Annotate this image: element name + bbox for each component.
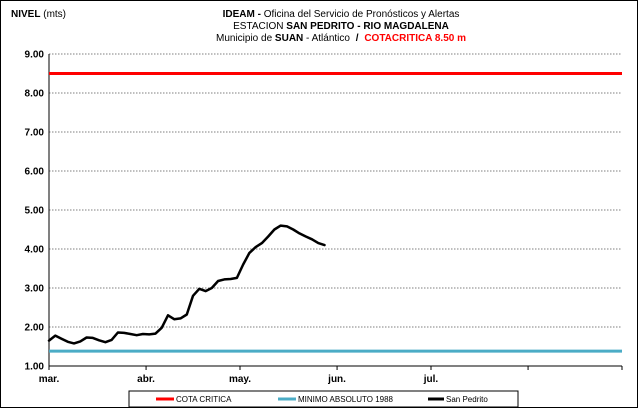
x-tick-label: abr. [137, 374, 155, 385]
y-axis-title-unit: (mts) [43, 9, 67, 20]
title-org: IDEAM - [222, 9, 261, 20]
y-tick-label: 4.00 [25, 245, 45, 256]
y-tick-label: 7.00 [25, 128, 45, 139]
y-tick-label: 8.00 [25, 89, 45, 100]
y-axis-title: NIVEL (mts) [11, 9, 66, 20]
y-tick-label: 9.00 [25, 50, 45, 61]
title-station-name: SAN PEDRITO - RIO MAGDALENA [286, 21, 449, 32]
title-separator: / [355, 33, 359, 44]
title-department: - Atlántico [306, 33, 350, 44]
legend-label: MINIMO ABSOLUTO 1988 [298, 395, 394, 404]
x-tick-label: mar. [39, 374, 60, 385]
y-tick-label: 6.00 [25, 167, 45, 178]
chart-title-line2: ESTACION SAN PEDRITO - RIO MAGDALENA [0, 21, 638, 32]
x-tick-label: jun. [327, 374, 346, 385]
y-tick-label: 1.00 [25, 362, 45, 373]
series-line-san-pedrito [47, 224, 326, 345]
title-office: Oficina del Servicio de Pronósticos y Al… [263, 9, 460, 20]
title-station-prefix: ESTACION [233, 21, 284, 32]
title-municipio-name: SUAN [274, 33, 304, 44]
legend-label: San Pedrito [446, 395, 488, 404]
title-cota-critica: COTACRITICA 8.50 m [364, 33, 466, 44]
y-tick-label: 2.00 [25, 323, 45, 334]
chart-title-line1: IDEAM - Oficina del Servicio de Pronósti… [0, 9, 638, 20]
x-tick-label: jul. [423, 374, 439, 385]
legend-box [128, 390, 519, 408]
y-axis-title-main: NIVEL [11, 9, 41, 20]
chart-title-line3: Municipio de SUAN - Atlántico / COTACRIT… [0, 33, 638, 44]
title-municipio-prefix: Municipio de [215, 33, 273, 44]
x-tick-label: may. [229, 374, 251, 385]
legend-label: COTA CRITICA [176, 395, 232, 404]
y-tick-label: 3.00 [25, 284, 45, 295]
y-tick-label: 5.00 [25, 206, 45, 217]
